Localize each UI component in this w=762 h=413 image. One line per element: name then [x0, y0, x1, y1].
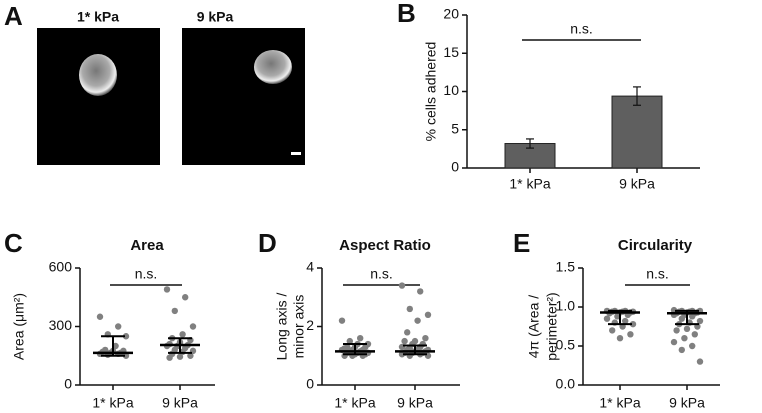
- y-tick-label: 2: [306, 317, 314, 333]
- cell: [79, 54, 117, 96]
- x-tick-label: 9 kPa: [669, 395, 705, 411]
- data-point: [689, 342, 696, 350]
- data-point: [414, 317, 421, 324]
- data-point: [122, 333, 130, 340]
- data-point: [683, 325, 691, 333]
- data-point: [422, 335, 429, 342]
- data-point: [96, 313, 104, 320]
- y-tick-label: 1.0: [556, 298, 576, 314]
- data-point: [424, 311, 432, 318]
- data-point: [622, 317, 629, 325]
- data-point: [115, 323, 122, 330]
- y-tick-label: 1.5: [556, 259, 576, 275]
- data-point: [696, 358, 704, 365]
- x-tick-label: 1* kPa: [599, 395, 640, 411]
- y-axis-label: minor axis: [291, 295, 307, 359]
- significance-label: n.s.: [570, 21, 593, 37]
- panel-letter: C: [4, 228, 23, 258]
- x-tick-label: 1* kPa: [92, 395, 133, 411]
- y-tick-label: 20: [443, 6, 459, 22]
- data-point: [603, 315, 611, 322]
- micrograph: [37, 28, 160, 165]
- y-tick-label: 0: [451, 159, 459, 175]
- panel-letter: E: [513, 228, 530, 258]
- data-point: [176, 353, 184, 360]
- panel-title: Area: [130, 237, 164, 254]
- y-axis-label: % cells adhered: [423, 42, 439, 142]
- x-tick-label: 9 kPa: [619, 176, 655, 192]
- x-tick-label: 9 kPa: [162, 395, 198, 411]
- x-tick-label: 1* kPa: [334, 395, 375, 411]
- data-point: [406, 305, 413, 313]
- data-point: [398, 282, 406, 289]
- y-tick-label: 0.0: [556, 376, 576, 392]
- data-point: [163, 286, 171, 293]
- panel-title: Circularity: [618, 237, 693, 254]
- image-label: 9 kPa: [197, 9, 234, 25]
- data-point: [166, 354, 173, 361]
- significance-label: n.s.: [370, 266, 393, 282]
- data-point: [689, 313, 696, 320]
- data-point: [696, 317, 704, 325]
- y-tick-label: 5: [451, 120, 459, 136]
- data-point: [179, 331, 186, 338]
- panel-letter: D: [258, 228, 277, 258]
- scale-bar: [291, 152, 301, 155]
- data-point: [401, 337, 408, 345]
- micrograph: [182, 28, 305, 165]
- y-tick-label: 10: [443, 82, 459, 98]
- data-point: [609, 327, 616, 334]
- bar: [611, 95, 663, 169]
- data-point: [629, 320, 637, 328]
- data-point: [616, 335, 624, 342]
- y-tick-label: 600: [49, 259, 73, 275]
- data-point: [338, 317, 346, 324]
- data-point: [171, 307, 178, 315]
- panel-letter: B: [397, 0, 416, 28]
- x-tick-label: 9 kPa: [397, 395, 433, 411]
- y-tick-label: 15: [443, 44, 459, 60]
- y-axis-label: Long axis /: [274, 293, 290, 361]
- y-axis-label: 4π (Area /: [526, 295, 542, 358]
- data-point: [681, 335, 688, 342]
- data-point: [404, 329, 411, 336]
- data-point: [182, 294, 189, 301]
- cell: [254, 50, 292, 84]
- y-tick-label: 0: [64, 376, 72, 392]
- data-point: [670, 338, 678, 346]
- data-point: [122, 352, 130, 359]
- data-point: [417, 288, 424, 295]
- y-tick-label: 300: [49, 317, 73, 333]
- data-point: [189, 323, 197, 330]
- x-tick-label: 1* kPa: [509, 176, 550, 192]
- data-point: [627, 331, 634, 338]
- data-point: [691, 331, 698, 338]
- data-point: [357, 335, 364, 342]
- data-point: [346, 337, 353, 345]
- panel-letter: A: [4, 1, 23, 31]
- data-point: [678, 315, 685, 322]
- data-point: [187, 352, 194, 359]
- image-label: 1* kPa: [77, 9, 119, 25]
- y-tick-label: 4: [306, 259, 314, 275]
- y-tick-label: 0.5: [556, 337, 576, 353]
- significance-label: n.s.: [135, 266, 158, 282]
- y-axis-label: Area (μm²): [11, 293, 27, 360]
- data-point: [678, 346, 685, 354]
- significance-label: n.s.: [646, 266, 669, 282]
- y-axis-label: perimeter²): [544, 292, 560, 360]
- y-tick-label: 0: [306, 376, 314, 392]
- data-point: [673, 327, 680, 334]
- panel-title: Aspect Ratio: [339, 237, 431, 254]
- data-point: [398, 351, 406, 358]
